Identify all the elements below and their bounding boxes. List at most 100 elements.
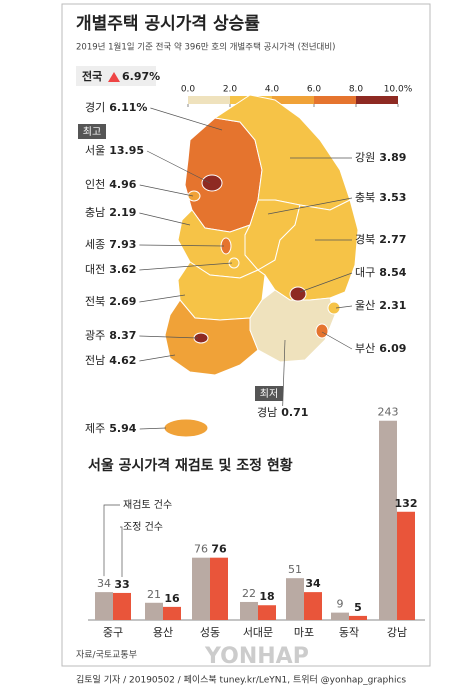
region xyxy=(164,299,259,376)
region-name: 세종 xyxy=(85,238,105,251)
region-label: 울산 2.31 xyxy=(355,299,406,312)
bar xyxy=(286,578,304,620)
region-label: 제주 5.94 xyxy=(85,422,137,435)
watermark: YONHAP xyxy=(204,644,309,669)
region-name: 광주 xyxy=(85,329,105,342)
leader-line xyxy=(139,262,233,271)
value-label: 34 xyxy=(305,577,321,590)
value-label: 243 xyxy=(378,406,399,419)
region-name: 강원 xyxy=(355,151,375,164)
x-tick-label: 동작 xyxy=(339,626,359,639)
x-tick-label: 강남 xyxy=(387,626,407,639)
region-name: 충북 xyxy=(355,191,375,204)
region-label: 전남 4.62 xyxy=(85,354,136,367)
value-label: 18 xyxy=(259,590,274,603)
region-name: 대구 xyxy=(355,266,375,279)
value-label: 16 xyxy=(164,592,180,605)
value-label: 9 xyxy=(337,598,344,611)
legend-label: 4.0 xyxy=(265,85,280,95)
region-name: 서울 xyxy=(85,144,105,157)
national-value: 6.97% xyxy=(122,70,160,83)
badge-high xyxy=(78,124,106,139)
legend-swatch xyxy=(314,96,356,104)
region-value: 6.09 xyxy=(379,342,406,355)
bar xyxy=(331,612,349,620)
bar xyxy=(397,511,415,620)
legend-label: 2.0 xyxy=(223,85,238,95)
region-name: 충남 xyxy=(85,206,105,219)
bar xyxy=(192,557,210,620)
region-name: 대전 xyxy=(85,263,105,276)
title: 개별주택 공시가격 상승률 xyxy=(76,14,260,34)
badge-low-text: 최저 xyxy=(260,388,278,400)
region-label: 대전 3.62 xyxy=(85,263,136,276)
bar xyxy=(349,615,367,620)
leader-line xyxy=(139,212,191,226)
region-label: 광주 8.37 xyxy=(85,329,136,342)
region-value: 7.93 xyxy=(109,238,136,251)
leader-line xyxy=(335,305,353,309)
leader-line xyxy=(150,107,223,131)
value-label: 76 xyxy=(211,543,227,556)
value-label: 76 xyxy=(194,543,208,556)
region-name: 경북 xyxy=(355,233,375,246)
value-label: 21 xyxy=(147,588,161,601)
x-tick-label: 마포 xyxy=(294,626,314,639)
region-value: 4.96 xyxy=(109,178,136,191)
legend-label: 10.0% xyxy=(384,85,413,95)
bar xyxy=(210,557,228,620)
region-value: 4.62 xyxy=(109,354,136,367)
region-name: 부산 xyxy=(355,342,375,355)
value-label: 33 xyxy=(114,578,129,591)
region-label: 전북 2.69 xyxy=(85,295,136,308)
x-tick-label: 성동 xyxy=(200,626,220,639)
region-label: 대구 8.54 xyxy=(355,266,407,279)
value-label: 132 xyxy=(395,497,418,510)
leader-line xyxy=(139,354,176,362)
leader-line xyxy=(267,197,353,215)
region-label: 서울 13.95 xyxy=(85,144,144,157)
national-name: 전국 xyxy=(82,69,102,83)
value-label: 5 xyxy=(354,601,362,614)
region-name: 제주 xyxy=(85,422,105,435)
region-value: 2.31 xyxy=(379,299,406,312)
x-tick-label: 서대문 xyxy=(243,626,273,639)
region-value: 0.71 xyxy=(281,406,308,419)
leader-line xyxy=(146,150,211,184)
legend-swatch xyxy=(188,96,230,104)
region-label: 강원 3.89 xyxy=(355,151,406,164)
region-name: 전북 xyxy=(85,295,105,308)
region xyxy=(289,286,307,302)
bar xyxy=(379,420,397,620)
leader-line xyxy=(321,331,353,350)
legend-swatch xyxy=(356,96,398,104)
bar xyxy=(258,605,276,620)
leader-line xyxy=(139,184,194,197)
up-icon xyxy=(108,72,120,82)
leader-line xyxy=(282,339,286,407)
region-value: 5.94 xyxy=(109,422,136,435)
leader-line xyxy=(139,335,199,339)
region-label: 충북 3.53 xyxy=(355,191,406,204)
value-label: 22 xyxy=(242,587,256,600)
legend-label: 조정 건수 xyxy=(123,521,163,533)
legend-label: 재검토 건수 xyxy=(123,499,172,511)
legend-label: 6.0 xyxy=(307,85,322,95)
leader-line xyxy=(139,294,186,303)
region-value: 3.62 xyxy=(109,263,136,276)
bar xyxy=(95,592,113,620)
value-label: 34 xyxy=(97,577,111,590)
value-label: 51 xyxy=(288,563,302,576)
region-value: 2.77 xyxy=(379,233,406,246)
subtitle: 2019년 1월1일 기준 전국 약 396만 호의 개별주택 공시가격 (전년… xyxy=(76,42,335,53)
bar xyxy=(163,606,181,620)
source: 자료/국토교통부 xyxy=(76,650,137,661)
region-value: 8.37 xyxy=(109,329,136,342)
region-label: 경기 6.11% xyxy=(85,101,147,114)
leader-line xyxy=(299,272,353,293)
x-tick-label: 용산 xyxy=(153,626,173,639)
map: 0.0 2.0 4.0 6.0 8.0 10.0% 경기 6.11% 서울 13.95 인천 4.96… xyxy=(85,85,413,438)
region-name: 경남 xyxy=(257,406,277,419)
